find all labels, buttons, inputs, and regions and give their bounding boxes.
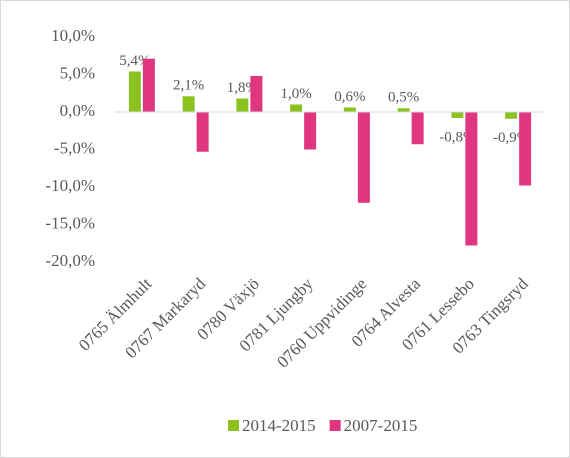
- bar: [236, 98, 249, 112]
- y-tick-label: -20,0%: [45, 251, 95, 270]
- data-label: 0,5%: [388, 90, 419, 106]
- y-tick-label: -5,0%: [54, 138, 95, 157]
- bar: [290, 104, 303, 112]
- legend-swatch: [228, 420, 239, 431]
- bar: [142, 58, 155, 112]
- y-tick-label: -10,0%: [45, 176, 95, 195]
- bar: [505, 112, 518, 119]
- bar: [451, 112, 464, 118]
- data-label: 5,4%: [119, 53, 150, 69]
- bar: [519, 112, 532, 186]
- bar: [182, 96, 195, 112]
- bar: [411, 112, 424, 145]
- y-tick-label: 5,0%: [60, 63, 95, 82]
- bar: [397, 108, 410, 112]
- bar: [250, 76, 263, 112]
- legend-label: 2007-2015: [344, 416, 418, 435]
- bar: [196, 112, 209, 152]
- data-label: 2,1%: [173, 78, 204, 94]
- bar: [304, 112, 317, 150]
- bar: [128, 71, 141, 112]
- legend-label: 2014-2015: [242, 416, 316, 435]
- data-label: 0,6%: [334, 89, 365, 105]
- y-tick-label: 0,0%: [60, 101, 95, 120]
- legend-swatch: [329, 420, 341, 431]
- y-tick-label: 10,0%: [51, 26, 95, 45]
- bar: [357, 112, 370, 203]
- bar: [343, 107, 356, 112]
- y-tick-label: -15,0%: [45, 213, 95, 232]
- data-label: 1,0%: [281, 86, 312, 102]
- data-label: 1,8%: [227, 80, 258, 96]
- bar: [465, 112, 478, 246]
